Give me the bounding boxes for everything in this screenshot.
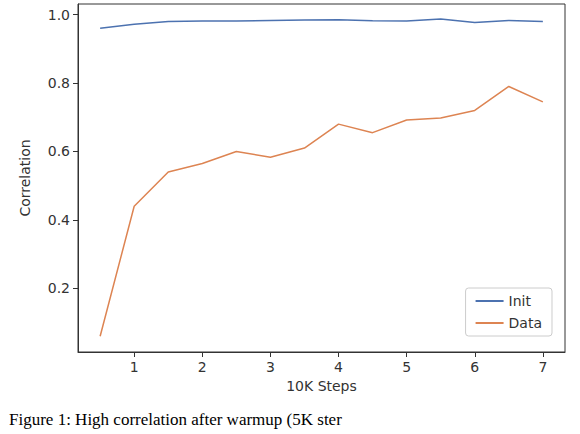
svg-text:0.4: 0.4 (48, 212, 70, 228)
svg-text:7: 7 (538, 359, 547, 375)
svg-text:10K Steps: 10K Steps (286, 378, 357, 394)
svg-text:1: 1 (130, 359, 139, 375)
svg-text:5: 5 (402, 359, 411, 375)
svg-text:4: 4 (334, 359, 343, 375)
svg-text:0.6: 0.6 (48, 143, 70, 159)
svg-text:3: 3 (266, 359, 275, 375)
svg-text:6: 6 (470, 359, 479, 375)
svg-text:Data: Data (509, 315, 542, 331)
svg-text:2: 2 (198, 359, 207, 375)
svg-text:Correlation: Correlation (17, 139, 33, 216)
svg-text:0.8: 0.8 (48, 75, 70, 91)
svg-text:1.0: 1.0 (48, 7, 70, 23)
svg-text:0.2: 0.2 (48, 280, 70, 296)
svg-text:Init: Init (509, 293, 532, 309)
svg-text:Figure 1: High correlation aft: Figure 1: High correlation after warmup … (9, 410, 342, 429)
